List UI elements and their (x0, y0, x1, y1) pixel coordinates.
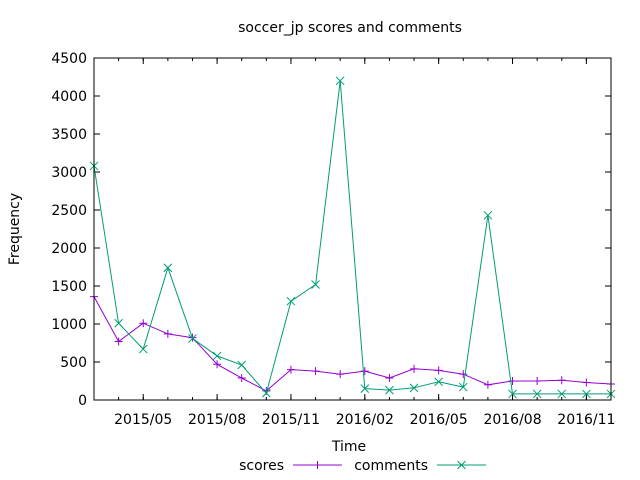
comments-point (311, 280, 320, 289)
comments-point (483, 210, 493, 220)
series-scores (90, 292, 615, 395)
y-tick-label: 4500 (51, 51, 87, 67)
comments-point (261, 388, 271, 398)
scores-point (533, 377, 542, 385)
chart-title: soccer_jp scores and comments (238, 20, 462, 36)
scores-point (336, 370, 345, 379)
plot-border (93, 57, 612, 401)
scores-point (459, 370, 468, 379)
x-tick-label: 2015/11 (262, 412, 320, 428)
scores-point (213, 360, 222, 369)
comments-point (188, 334, 197, 343)
y-tick-label: 1000 (51, 317, 87, 333)
legend-entry-comments: comments (354, 458, 486, 474)
legend-label: comments (354, 458, 428, 474)
series-layer (89, 76, 616, 399)
y-axis-label: Frequency (7, 193, 23, 265)
comments-point (114, 318, 123, 328)
y-tick-label: 4000 (51, 89, 87, 105)
y-tick-label: 2000 (51, 241, 87, 257)
x-axis-label: Time (331, 439, 366, 455)
scores-point (410, 364, 419, 373)
comments-point (582, 389, 591, 399)
comments-point (360, 384, 370, 393)
comments-point (212, 351, 222, 361)
comments-line (93, 80, 611, 395)
scores-point (114, 337, 123, 346)
y-axis-ticks: 0 500 1000 1500 2000 2500 3000 3500 4000 4500 (51, 51, 611, 409)
scores-point (557, 376, 566, 385)
x-axis-ticks: 2015/05 2015/08 2015/11 2016/02 2016/05 2016/… (114, 58, 615, 428)
comments-point (335, 76, 345, 86)
legend-label: scores (239, 458, 284, 474)
y-tick-label: 3000 (51, 165, 87, 181)
x-tick-label: 2015/05 (114, 412, 172, 428)
comments-point (163, 263, 173, 273)
scores-point (237, 373, 246, 382)
scores-point (508, 377, 517, 385)
legend: scores comments (239, 458, 486, 474)
x-tick-label: 2016/08 (483, 412, 541, 428)
y-tick-label: 500 (60, 355, 87, 371)
y-tick-label: 2500 (51, 203, 87, 219)
comments-point (532, 389, 542, 399)
x-tick-label: 2016/05 (410, 412, 468, 428)
legend-marker (457, 460, 466, 470)
scores-line (93, 296, 612, 392)
scores-point (483, 380, 492, 389)
scores-point (385, 373, 394, 382)
comments-point (458, 382, 468, 392)
x-tick-label: 2015/08 (188, 412, 246, 428)
scores-point (139, 319, 148, 328)
comments-point (409, 383, 419, 393)
x-tick-label: 2016/02 (336, 412, 394, 428)
comments-point (138, 344, 148, 354)
comments-point (434, 377, 444, 387)
scores-point (311, 367, 320, 376)
scores-point (582, 378, 591, 387)
comments-point (557, 389, 567, 399)
y-tick-label: 0 (78, 393, 87, 409)
legend-entry-scores: scores (239, 458, 342, 474)
scores-point (360, 367, 369, 376)
y-tick-label: 1500 (51, 279, 87, 295)
x-tick-label: 2016/11 (557, 412, 615, 428)
comments-point (508, 389, 517, 399)
comments-point (286, 296, 296, 306)
series-comments (89, 76, 616, 399)
legend-marker (313, 461, 322, 469)
comments-point (237, 360, 247, 370)
comments-point (385, 385, 394, 395)
scores-point (434, 366, 443, 375)
scores-point (286, 365, 295, 374)
y-tick-label: 3500 (51, 127, 87, 143)
scores-point (163, 329, 172, 338)
